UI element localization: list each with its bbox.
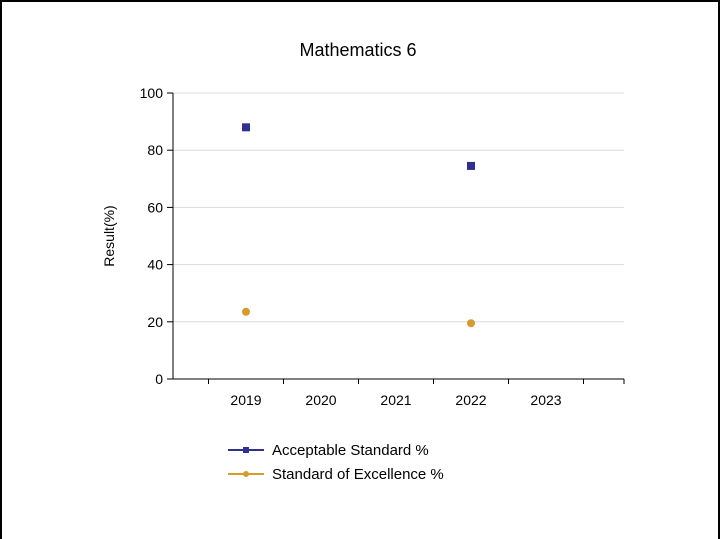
gridlines <box>173 92 624 323</box>
legend-label: Acceptable Standard % <box>272 442 429 459</box>
x-axis: 2019 2020 2021 2022 2023 <box>173 378 625 408</box>
legend-marker <box>243 471 249 477</box>
data-point-excellence <box>242 307 250 316</box>
y-tick-label: 60 <box>147 199 163 215</box>
y-axis: 0 20 40 60 80 100 <box>140 85 174 387</box>
y-tick-label: 100 <box>140 85 164 101</box>
data-marks <box>242 123 475 328</box>
y-tick-label: 80 <box>147 142 163 158</box>
x-tick-label: 2020 <box>305 392 336 408</box>
x-tick-label: 2022 <box>455 392 486 408</box>
y-tick-label: 40 <box>147 257 163 273</box>
x-tick-label: 2019 <box>230 392 261 408</box>
chart-title: Mathematics 6 <box>299 40 416 60</box>
x-tick-label: 2023 <box>530 392 561 408</box>
x-tick-label: 2021 <box>380 392 411 408</box>
y-tick-label: 20 <box>147 314 163 330</box>
data-point-excellence <box>467 319 475 328</box>
legend-marker <box>243 447 249 453</box>
legend-label: Standard of Excellence % <box>272 466 444 483</box>
y-tick-label: 0 <box>155 371 163 387</box>
data-point-acceptable <box>467 161 475 170</box>
data-point-acceptable <box>242 123 250 132</box>
legend: Acceptable Standard % Standard of Excelle… <box>228 442 444 483</box>
y-axis-label: Result(%) <box>101 205 117 266</box>
